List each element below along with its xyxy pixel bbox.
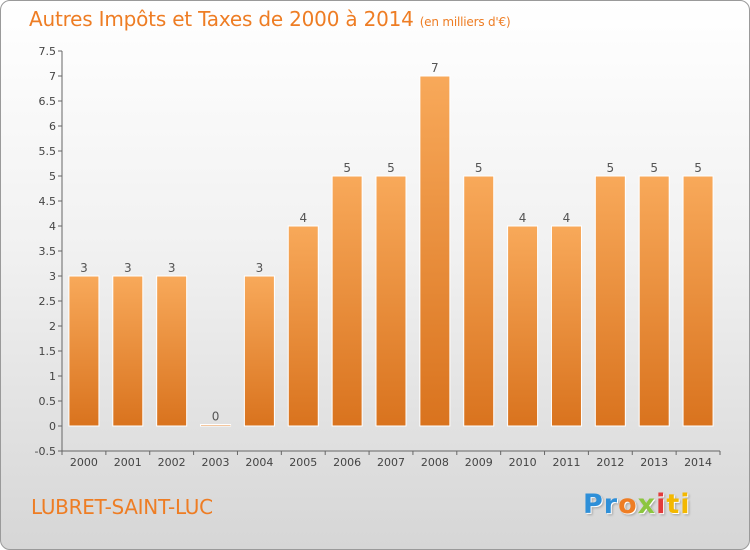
bar-2008 [419, 75, 451, 427]
chart-title: Autres Impôts et Taxes de 2000 à 2014 (en… [29, 7, 511, 31]
chart-axes [58, 50, 721, 455]
y-tick-label: 5 [49, 170, 56, 183]
y-tick-label: 4 [49, 220, 56, 233]
x-tick-label-2011: 2011 [552, 456, 580, 469]
data-label-2002: 3 [168, 261, 176, 275]
data-label-2003: 0 [212, 410, 220, 424]
commune-name: LUBRET-SAINT-LUC [31, 495, 213, 519]
bar-2013 [638, 175, 670, 427]
chart-unit: (en milliers d'€) [419, 15, 511, 29]
x-tick-label-2000: 2000 [70, 456, 98, 469]
bar-2003 [200, 424, 232, 427]
y-tick-label: 7 [49, 70, 56, 83]
y-tick-label: 2 [49, 320, 56, 333]
data-label-2011: 4 [563, 211, 571, 225]
y-tick-label: 0 [49, 420, 56, 433]
data-label-2010: 4 [519, 211, 527, 225]
chart-title-text: Autres Impôts et Taxes de 2000 à 2014 [29, 7, 414, 31]
data-label-2013: 5 [650, 161, 658, 175]
data-label-2008: 7 [431, 61, 439, 75]
chart-bars [68, 75, 714, 427]
bar-2014 [682, 175, 714, 427]
x-tick-label-2007: 2007 [377, 456, 405, 469]
data-label-2000: 3 [80, 261, 88, 275]
logo-part: x [637, 489, 657, 520]
bar-2012 [594, 175, 626, 427]
x-tick-labels: 2000 2001 2002 2003 2004 2005 2006 2007 2008 2009… [70, 456, 712, 469]
data-label-2006: 5 [343, 161, 351, 175]
bar-2011 [550, 225, 582, 427]
y-tick-label: 7.5 [39, 45, 57, 58]
bar-2000 [68, 275, 100, 427]
x-tick-label-2003: 2003 [202, 456, 230, 469]
bar-2002 [156, 275, 188, 427]
bar-2010 [507, 225, 539, 427]
x-tick-label-2006: 2006 [333, 456, 361, 469]
chart-data-labels: 3 3 3 0 3 4 5 5 7 5 4 4 5 5 5 [80, 61, 702, 424]
y-tick-label: 5.5 [39, 145, 57, 158]
y-tick-label: -0.5 [35, 445, 56, 458]
logo-part: o [618, 489, 638, 520]
x-tick-label-2010: 2010 [509, 456, 537, 469]
y-tick-label: 3.5 [39, 245, 57, 258]
x-tick-label-2012: 2012 [596, 456, 624, 469]
bar-2006 [331, 175, 363, 427]
y-tick-label: 6.5 [39, 95, 57, 108]
data-label-2012: 5 [607, 161, 615, 175]
bar-2001 [112, 275, 144, 427]
logo-part: i [656, 489, 667, 520]
x-tick-label-2014: 2014 [684, 456, 712, 469]
bar-2009 [463, 175, 495, 427]
y-tick-label: 3 [49, 270, 56, 283]
x-tick-label-2005: 2005 [289, 456, 317, 469]
y-tick-label: 0.5 [39, 395, 57, 408]
proxiti-logo: Proxiti [583, 489, 691, 520]
x-tick-label-2004: 2004 [245, 456, 273, 469]
data-label-2014: 5 [694, 161, 702, 175]
bar-2004 [243, 275, 275, 427]
y-tick-labels: -0.5 0 0.5 1 1.5 2 2.5 3 3.5 4 4.5 5 5.5 6 6.5 7 7.5 [35, 45, 56, 458]
y-tick-label: 1.5 [39, 345, 57, 358]
data-label-2009: 5 [475, 161, 483, 175]
bar-2005 [287, 225, 319, 427]
x-tick-label-2009: 2009 [465, 456, 493, 469]
y-tick-label: 4.5 [39, 195, 57, 208]
logo-part: ti [666, 489, 691, 520]
data-label-2007: 5 [387, 161, 395, 175]
x-tick-label-2013: 2013 [640, 456, 668, 469]
y-tick-label: 6 [49, 120, 56, 133]
x-tick-label-2001: 2001 [114, 456, 142, 469]
bar-2007 [375, 175, 407, 427]
logo-part: Pr [583, 489, 619, 520]
data-label-2005: 4 [299, 211, 307, 225]
y-tick-label: 1 [49, 370, 56, 383]
y-tick-label: 2.5 [39, 295, 57, 308]
x-tick-label-2008: 2008 [421, 456, 449, 469]
data-label-2004: 3 [256, 261, 264, 275]
data-label-2001: 3 [124, 261, 132, 275]
x-tick-label-2002: 2002 [158, 456, 186, 469]
